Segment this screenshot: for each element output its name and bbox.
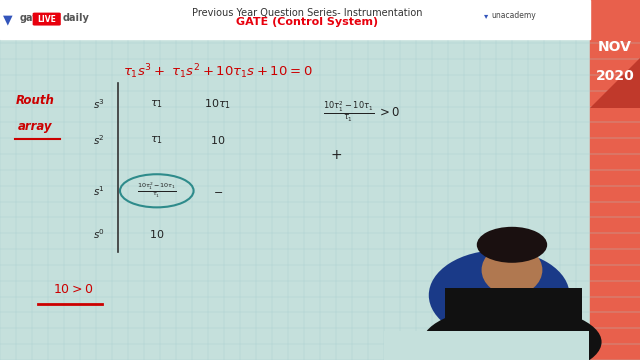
Text: $s^1$: $s^1$ bbox=[93, 184, 105, 198]
Text: $\frac{10\tau_1^2 - 10\tau_1}{\tau_1}\ >0$: $\frac{10\tau_1^2 - 10\tau_1}{\tau_1}\ >… bbox=[323, 99, 401, 124]
Text: $10>0$: $10>0$ bbox=[53, 283, 94, 296]
Text: Previous Year Question Series- Instrumentation: Previous Year Question Series- Instrumen… bbox=[192, 8, 422, 18]
Ellipse shape bbox=[422, 306, 602, 360]
Text: ▾: ▾ bbox=[484, 12, 489, 21]
FancyBboxPatch shape bbox=[33, 13, 61, 26]
Text: $\tau_1$: $\tau_1$ bbox=[150, 135, 163, 146]
Text: $10$: $10$ bbox=[210, 134, 225, 147]
Bar bbox=[0, 0, 590, 39]
Text: GATE (Control System): GATE (Control System) bbox=[236, 17, 378, 27]
Bar bbox=[445, 288, 582, 331]
Text: $10\tau_1$: $10\tau_1$ bbox=[204, 98, 231, 111]
Text: array: array bbox=[18, 120, 52, 132]
Text: $10$: $10$ bbox=[149, 228, 164, 240]
Ellipse shape bbox=[429, 250, 570, 340]
Text: LIVE: LIVE bbox=[37, 15, 56, 24]
Text: ▼: ▼ bbox=[3, 13, 13, 26]
Text: 2020: 2020 bbox=[596, 69, 634, 82]
Text: $s^2$: $s^2$ bbox=[93, 134, 105, 147]
Ellipse shape bbox=[477, 227, 547, 263]
Polygon shape bbox=[590, 58, 640, 108]
Text: $\frac{10\tau_1^2-10\tau_1}{\tau_1}$: $\frac{10\tau_1^2-10\tau_1}{\tau_1}$ bbox=[137, 181, 177, 200]
Bar bbox=[504, 283, 520, 304]
Bar bbox=[590, 0, 640, 360]
Bar bbox=[384, 331, 589, 360]
Text: gate: gate bbox=[19, 13, 44, 23]
Text: Routh: Routh bbox=[16, 94, 54, 107]
Ellipse shape bbox=[481, 245, 542, 295]
Bar bbox=[480, 6, 570, 25]
Text: $-$: $-$ bbox=[212, 186, 223, 196]
Text: $s^3$: $s^3$ bbox=[93, 98, 105, 111]
Text: daily: daily bbox=[63, 13, 90, 23]
Bar bbox=[0, 39, 590, 360]
Text: unacademy: unacademy bbox=[492, 12, 536, 21]
Text: $\tau_1 s^3 + \ \tau_1 s^2 + 10\tau_1 s + 10 = 0$: $\tau_1 s^3 + \ \tau_1 s^2 + 10\tau_1 s … bbox=[123, 63, 312, 81]
Text: $+$: $+$ bbox=[330, 148, 342, 162]
Text: $s^0$: $s^0$ bbox=[93, 227, 105, 241]
Text: NOV: NOV bbox=[598, 40, 632, 54]
Text: $\tau_1$: $\tau_1$ bbox=[150, 99, 163, 110]
